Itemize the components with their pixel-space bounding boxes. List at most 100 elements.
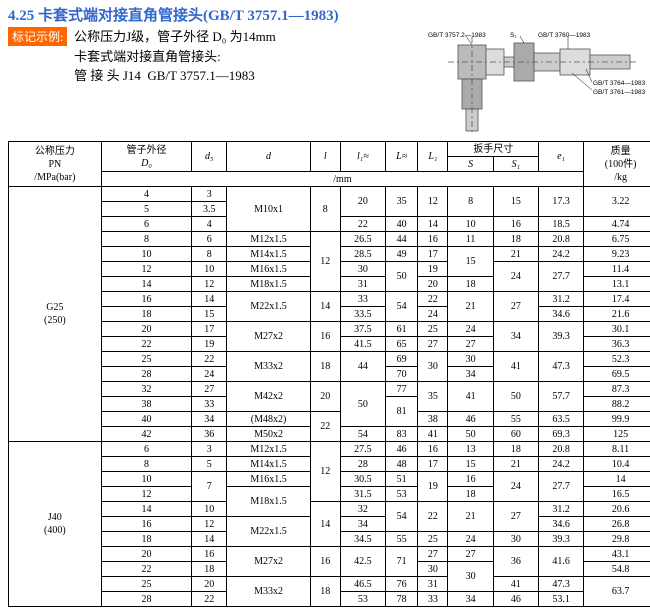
th-mass: 质量 (100件) /kg: [584, 142, 650, 187]
cell: 20.8: [538, 442, 583, 457]
cell: 28: [101, 592, 191, 607]
cell: 31: [418, 577, 448, 592]
cell: 16: [448, 472, 493, 487]
cell: 16: [101, 517, 191, 532]
cell: 3.5: [192, 202, 227, 217]
cell: 14: [584, 472, 650, 487]
cell: M22x1.5: [227, 517, 310, 547]
cell: 57.7: [538, 382, 583, 412]
cell: 31.2: [538, 502, 583, 517]
cell: 20: [101, 322, 191, 337]
cell: 54: [386, 502, 418, 532]
cell: 18: [493, 232, 538, 247]
cell: 65: [386, 337, 418, 352]
cell: 14: [192, 532, 227, 547]
diag-label-top3: GB/T 3760—1983: [538, 32, 591, 39]
cell: 22: [418, 502, 448, 532]
cell: 12: [310, 442, 340, 502]
cell: M33x2: [227, 352, 310, 382]
cell: 17.4: [584, 292, 650, 307]
cell: 13.1: [584, 277, 650, 292]
table-row: 2017M27x21637.56125243439.330.1: [9, 322, 650, 337]
cell: 41.5: [340, 337, 385, 352]
cell: 34: [493, 322, 538, 352]
th-S1: S₁: [493, 157, 538, 172]
cell: M12x1.5: [227, 232, 310, 247]
cell: 46.5: [340, 577, 385, 592]
cell: 34.6: [538, 307, 583, 322]
cell: 18: [310, 577, 340, 607]
cell: 36: [493, 547, 538, 577]
cell: 25: [101, 352, 191, 367]
dimension-table: 公称压力 PN /MPa(bar) 管子外径D₀ d₅ d l l₁≈ L≈ L…: [8, 141, 650, 607]
cell: 18: [310, 352, 340, 382]
th-d: d: [227, 142, 310, 172]
cell: 26.8: [584, 517, 650, 532]
cell: 22: [101, 337, 191, 352]
cell: 3: [192, 187, 227, 202]
cell: 83: [386, 427, 418, 442]
page-title: 4.25 卡套式端对接直角管接头(GB/T 3757.1—1983): [8, 4, 650, 25]
cell: 19: [192, 337, 227, 352]
cell: 40: [386, 217, 418, 232]
cell: 42.5: [340, 547, 385, 577]
cell: 15: [448, 247, 493, 277]
cell: 31.5: [340, 487, 385, 502]
cell: 19: [418, 262, 448, 277]
cell: 22: [310, 412, 340, 442]
cell: 71: [386, 547, 418, 577]
cell: 52.3: [584, 352, 650, 367]
cell: 22: [101, 562, 191, 577]
cell: M18x1.5: [227, 277, 310, 292]
cell: 12: [192, 277, 227, 292]
th-d0: 管子外径D₀: [101, 142, 191, 172]
cell: 17: [418, 457, 448, 472]
cell: 11: [448, 232, 493, 247]
cell: 41: [493, 352, 538, 382]
header-row: 标记示例: 公称压力J级，管子外径 D₀ 为14mm 卡套式端对接直角管接头: …: [8, 27, 650, 137]
cell: M50x2: [227, 427, 310, 442]
cell: 49: [386, 247, 418, 262]
th-l1: l₁≈: [340, 142, 385, 172]
cell: 35: [418, 382, 448, 412]
cell: 44: [340, 352, 385, 382]
table-row: 4034(M48x2)2238465563.599.9: [9, 412, 650, 427]
cell: 30: [418, 352, 448, 382]
cell: M10x1: [227, 187, 310, 232]
table-row: J40(400)63M12x1.51227.54616131820.88.11: [9, 442, 650, 457]
cell: M12x1.5: [227, 442, 310, 457]
badge: 标记示例:: [8, 27, 67, 46]
cell: 28.5: [340, 247, 385, 262]
cell: 13: [448, 442, 493, 457]
table-row: 2520M33x21846.576314147.363.7: [9, 577, 650, 592]
cell: 27.5: [340, 442, 385, 457]
cell: 3.22: [584, 187, 650, 217]
example-block: 标记示例: 公称压力J级，管子外径 D₀ 为14mm 卡套式端对接直角管接头: …: [8, 27, 388, 86]
cell: 39.3: [538, 532, 583, 547]
cell: 22: [418, 292, 448, 307]
cell: 30: [340, 262, 385, 277]
cell: 69: [386, 352, 418, 367]
cell: 17.3: [538, 187, 583, 217]
cell: 24: [448, 322, 493, 337]
cell: 20: [340, 187, 385, 217]
cell: 46: [493, 592, 538, 607]
table-row: 2522M33x218446930304147.352.3: [9, 352, 650, 367]
cell: 70: [386, 367, 418, 382]
cell: 20: [101, 547, 191, 562]
table-row: G25(250)43M10x1820351281517.33.22: [9, 187, 650, 202]
cell: 12: [101, 487, 191, 502]
th-e1: e₁: [538, 142, 583, 172]
cell: 34: [192, 412, 227, 427]
cell: 11.4: [584, 262, 650, 277]
cell: 50: [340, 382, 385, 427]
cell: 10: [192, 262, 227, 277]
cell: 20.8: [538, 232, 583, 247]
cell: 16: [418, 442, 448, 457]
cell: 30: [448, 562, 493, 592]
cell: 54: [386, 292, 418, 322]
cell: 15: [448, 457, 493, 472]
cell: 8: [192, 247, 227, 262]
cell: 34: [448, 592, 493, 607]
cell: 12: [310, 232, 340, 292]
